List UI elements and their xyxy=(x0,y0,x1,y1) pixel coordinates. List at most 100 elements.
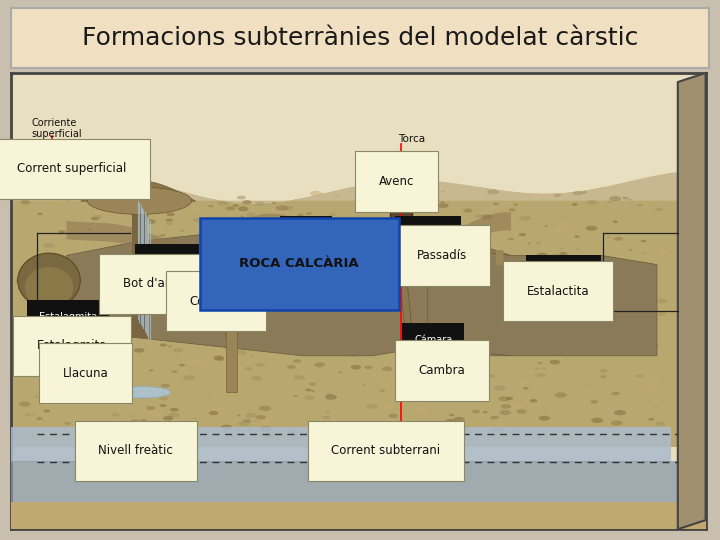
Bar xyxy=(390,164,413,246)
Ellipse shape xyxy=(86,315,97,321)
Ellipse shape xyxy=(545,225,548,227)
Ellipse shape xyxy=(395,370,404,374)
Ellipse shape xyxy=(261,321,271,326)
Ellipse shape xyxy=(474,214,483,218)
Ellipse shape xyxy=(359,424,365,427)
Ellipse shape xyxy=(583,251,587,252)
Bar xyxy=(11,461,706,507)
Ellipse shape xyxy=(382,367,392,371)
Ellipse shape xyxy=(351,352,359,355)
Ellipse shape xyxy=(481,422,485,423)
Ellipse shape xyxy=(114,260,123,264)
Text: Corriente
superficial: Corriente superficial xyxy=(32,118,82,139)
Ellipse shape xyxy=(264,433,275,438)
Ellipse shape xyxy=(238,206,248,211)
Bar xyxy=(11,73,706,187)
Ellipse shape xyxy=(449,414,454,416)
Ellipse shape xyxy=(607,201,611,202)
Ellipse shape xyxy=(437,328,447,333)
Ellipse shape xyxy=(420,270,428,274)
Ellipse shape xyxy=(127,194,135,198)
Ellipse shape xyxy=(650,376,660,380)
Polygon shape xyxy=(678,73,706,529)
Ellipse shape xyxy=(374,317,386,322)
Ellipse shape xyxy=(504,258,513,261)
Ellipse shape xyxy=(267,227,279,233)
Ellipse shape xyxy=(93,208,104,213)
Ellipse shape xyxy=(148,280,154,282)
Ellipse shape xyxy=(348,289,356,293)
Ellipse shape xyxy=(149,369,154,372)
Ellipse shape xyxy=(408,310,413,313)
Text: Corrent subterrani: Corrent subterrani xyxy=(331,444,441,457)
Text: Estalagmita: Estalagmita xyxy=(37,339,107,352)
Ellipse shape xyxy=(259,224,267,227)
Ellipse shape xyxy=(114,376,119,379)
Ellipse shape xyxy=(124,396,127,397)
Ellipse shape xyxy=(611,421,623,426)
Ellipse shape xyxy=(474,237,480,240)
Ellipse shape xyxy=(75,430,84,434)
Ellipse shape xyxy=(304,395,315,400)
Ellipse shape xyxy=(606,237,611,238)
Ellipse shape xyxy=(392,193,404,198)
Ellipse shape xyxy=(317,221,320,222)
Bar xyxy=(11,502,706,529)
Ellipse shape xyxy=(460,311,464,313)
Ellipse shape xyxy=(266,334,276,339)
Ellipse shape xyxy=(298,271,304,274)
Text: Columna: Columna xyxy=(231,282,274,292)
Ellipse shape xyxy=(250,355,253,356)
Ellipse shape xyxy=(233,239,236,241)
Ellipse shape xyxy=(76,336,87,341)
Ellipse shape xyxy=(329,409,337,413)
Ellipse shape xyxy=(524,266,532,269)
Text: Avenc: Avenc xyxy=(379,175,414,188)
Ellipse shape xyxy=(415,407,427,412)
Ellipse shape xyxy=(597,288,600,289)
Ellipse shape xyxy=(549,360,560,365)
Ellipse shape xyxy=(375,287,384,291)
Ellipse shape xyxy=(636,374,644,377)
Ellipse shape xyxy=(154,429,159,431)
Text: Estalactita: Estalactita xyxy=(527,285,590,298)
Ellipse shape xyxy=(528,369,535,373)
Ellipse shape xyxy=(347,269,351,271)
Ellipse shape xyxy=(159,234,166,237)
Ellipse shape xyxy=(514,345,518,347)
Ellipse shape xyxy=(271,293,279,297)
Ellipse shape xyxy=(470,299,473,301)
Ellipse shape xyxy=(146,406,155,410)
Ellipse shape xyxy=(237,195,246,200)
Ellipse shape xyxy=(91,345,94,346)
Ellipse shape xyxy=(527,242,531,244)
Ellipse shape xyxy=(416,276,420,279)
Ellipse shape xyxy=(215,406,225,410)
Ellipse shape xyxy=(314,362,325,367)
Ellipse shape xyxy=(240,215,244,217)
Ellipse shape xyxy=(472,410,480,414)
Ellipse shape xyxy=(370,301,374,304)
Ellipse shape xyxy=(217,201,228,206)
Ellipse shape xyxy=(96,427,109,433)
Ellipse shape xyxy=(400,243,408,246)
Ellipse shape xyxy=(456,230,468,234)
Ellipse shape xyxy=(441,191,445,192)
Ellipse shape xyxy=(396,313,408,318)
Ellipse shape xyxy=(358,316,368,321)
Ellipse shape xyxy=(387,319,392,321)
Ellipse shape xyxy=(256,415,266,420)
Ellipse shape xyxy=(553,276,608,317)
Ellipse shape xyxy=(196,227,199,229)
Text: Bot d'aigua: Bot d'aigua xyxy=(123,277,190,290)
Ellipse shape xyxy=(392,205,400,208)
Ellipse shape xyxy=(289,431,295,434)
Ellipse shape xyxy=(554,269,564,274)
Ellipse shape xyxy=(647,384,657,389)
Ellipse shape xyxy=(297,214,304,217)
Ellipse shape xyxy=(92,224,103,228)
FancyBboxPatch shape xyxy=(287,241,297,256)
Ellipse shape xyxy=(169,268,178,272)
Ellipse shape xyxy=(648,418,654,421)
Ellipse shape xyxy=(325,289,330,292)
